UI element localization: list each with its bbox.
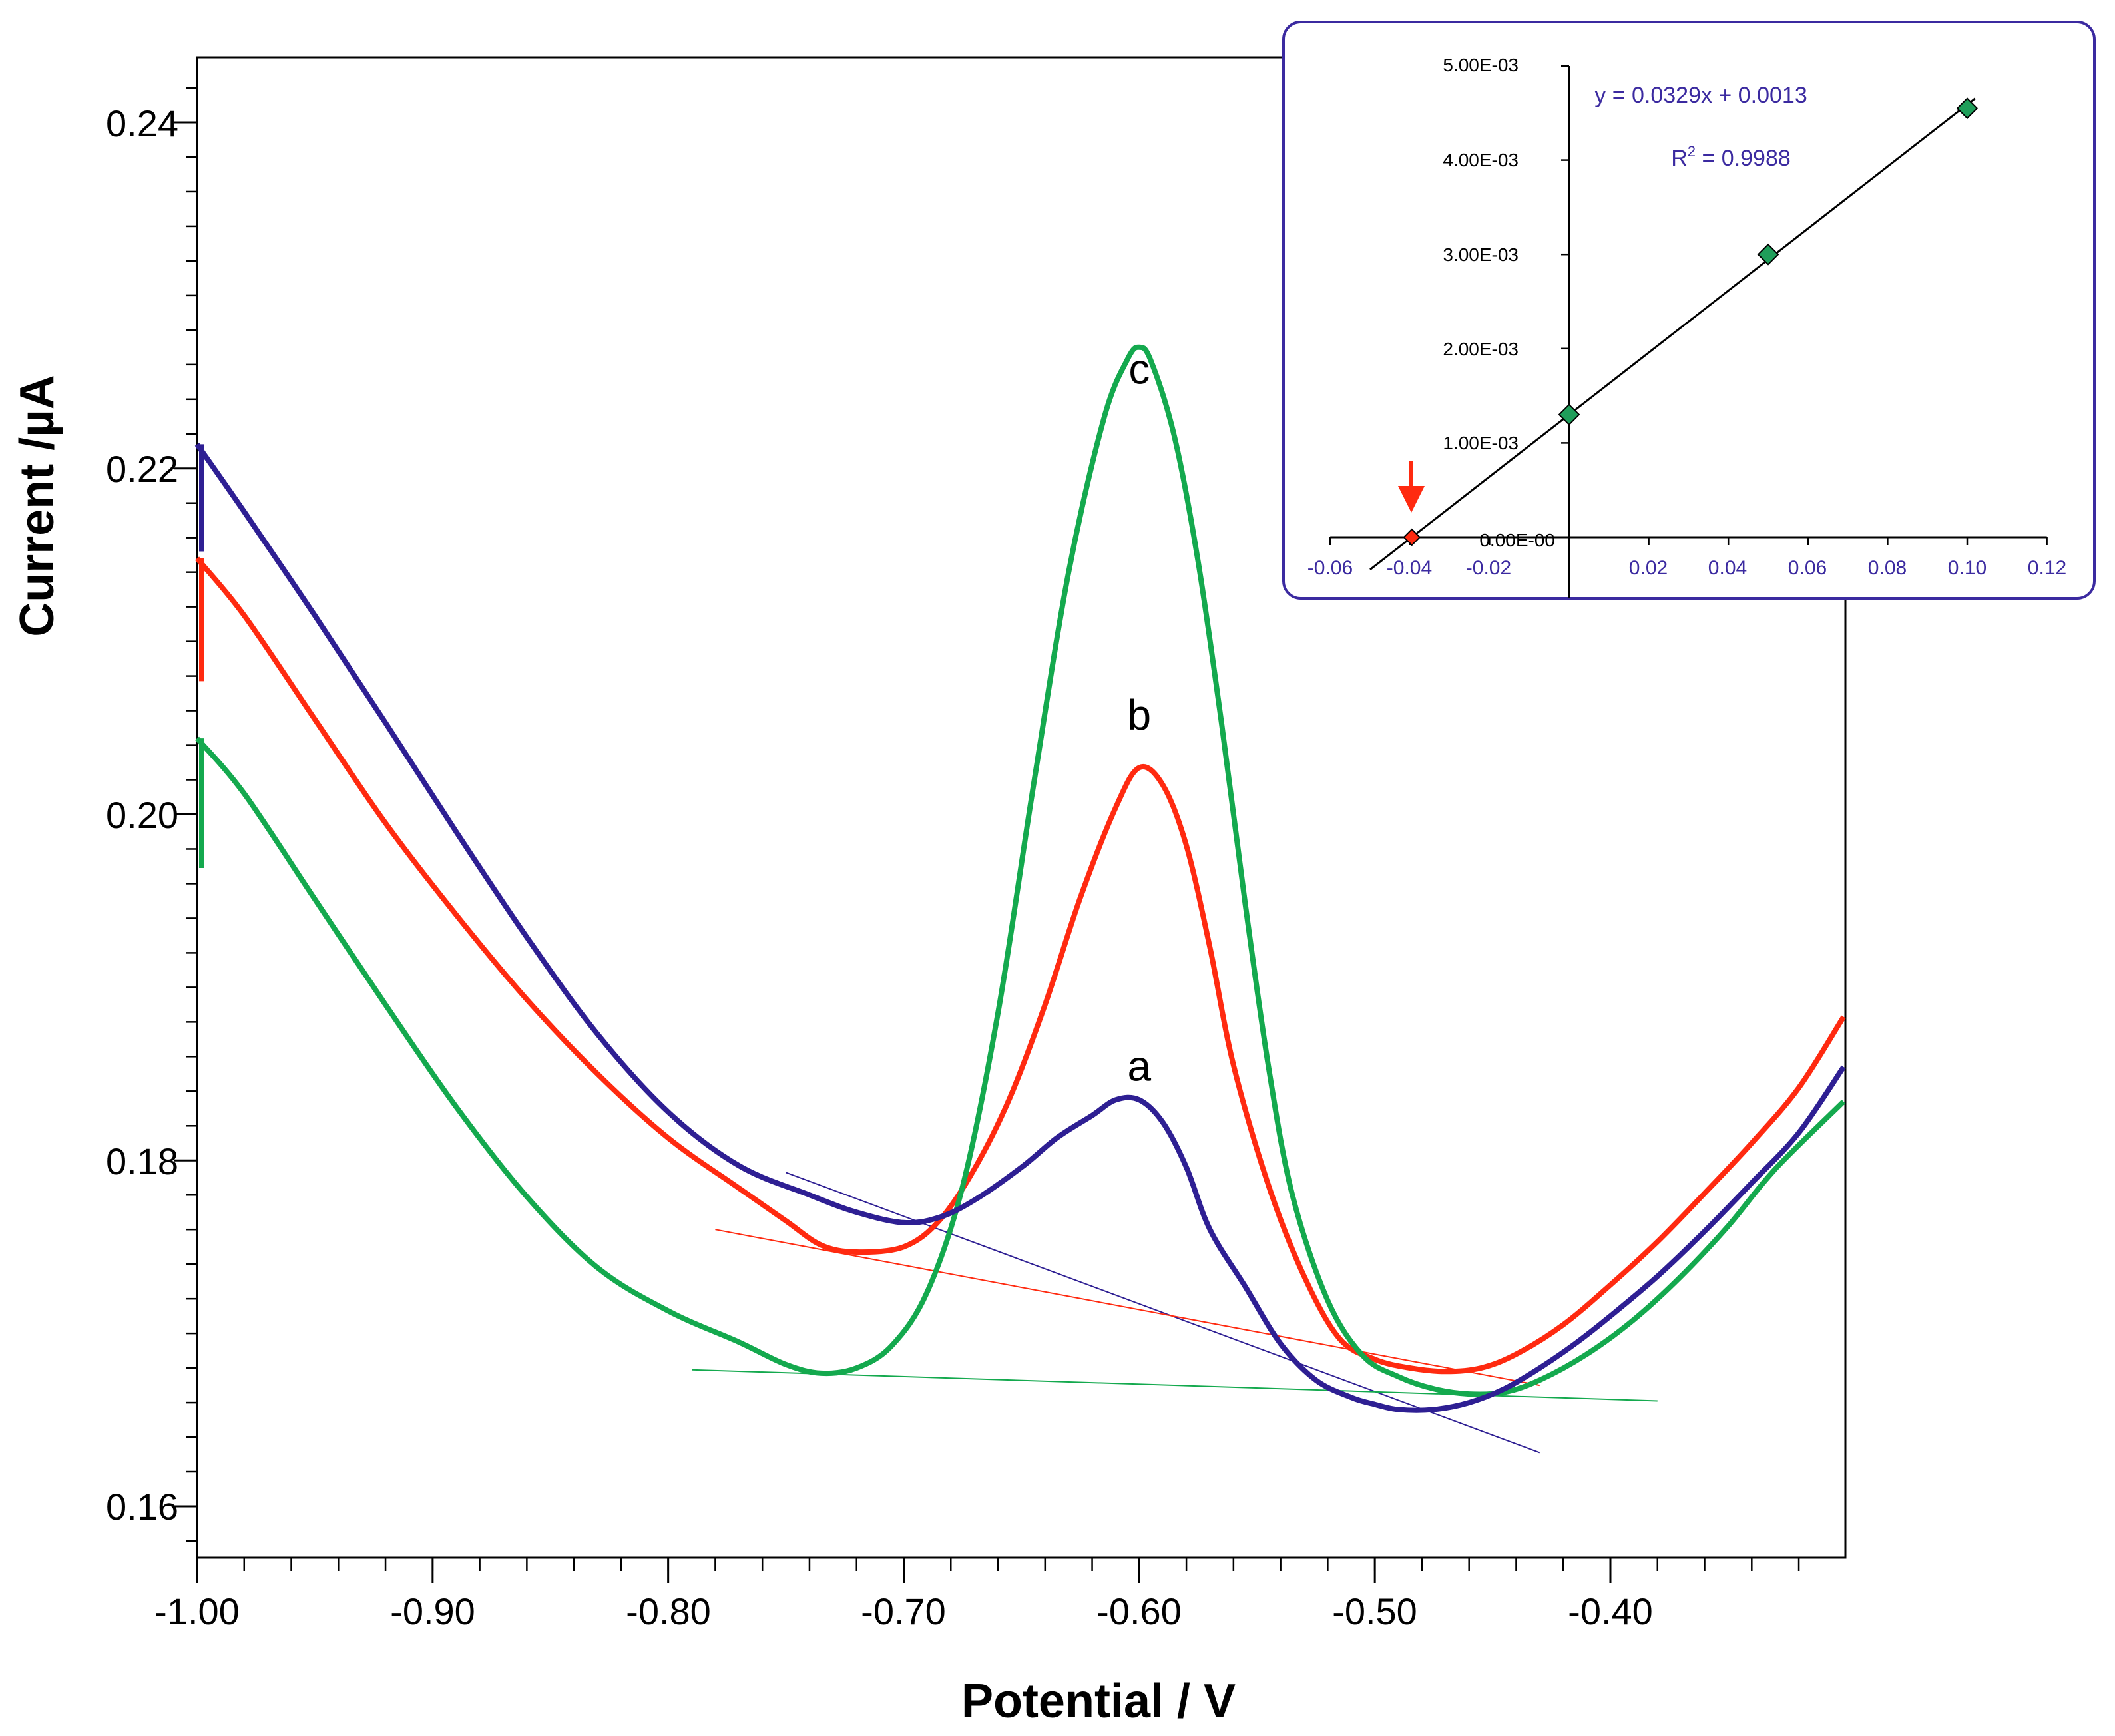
x-tick-label: -0.80: [626, 1590, 711, 1632]
inset-y-tick-label: 3.00E-03: [1443, 244, 1519, 265]
x-tick-label: -0.40: [1568, 1590, 1653, 1632]
y-tick-label: 0.18: [106, 1140, 178, 1182]
inset-panel: -0.06 -0.04 -0.02 0.02 0.04 0.06 0.08 0.…: [1282, 21, 2096, 600]
main-axis-ticks: [174, 87, 1800, 1583]
curve-label-b: b: [1128, 691, 1152, 739]
inset-y-tick-label: 5.00E-03: [1443, 55, 1519, 75]
inset-x-tick-label: 0.08: [1868, 557, 1907, 579]
baseline-a: [786, 1172, 1540, 1454]
inset-points: [1403, 97, 1979, 546]
inset-axes: [1329, 65, 2048, 599]
inset-extrapolated-point: [1403, 528, 1421, 546]
r-squared: R2 = 0.9988: [1671, 143, 1791, 171]
x-tick-label: -0.90: [390, 1590, 475, 1632]
x-tick-label: -0.60: [1096, 1590, 1182, 1632]
y-tick-label: 0.24: [106, 103, 178, 144]
inset-x-tick-label: -0.04: [1387, 557, 1432, 579]
inset-x-tick-label: 0.02: [1629, 557, 1668, 579]
plot-frame: [196, 56, 1847, 1559]
inset-y-tick-label: 2.00E-03: [1443, 339, 1519, 359]
fit-equation: y = 0.0329x + 0.0013: [1594, 83, 1807, 108]
inset-data-point: [1757, 243, 1779, 266]
curve-a: [194, 443, 1846, 1413]
x-tick-label: -0.70: [861, 1590, 946, 1632]
curve-c: [194, 344, 1846, 1397]
inset-frame: [1282, 21, 2096, 600]
x-tick-label: -0.50: [1332, 1590, 1417, 1632]
inset-x-tick-label: 0.04: [1708, 557, 1747, 579]
y-tick-label: 0.22: [106, 448, 178, 490]
extrapolation-arrow-icon: [1398, 461, 1425, 513]
voltammogram-curves: [194, 344, 1846, 1413]
baseline-b: [715, 1229, 1540, 1387]
r2-exponent: 2: [1688, 143, 1696, 160]
inset-y-tick-label: 0.00E-00: [1479, 530, 1555, 550]
r2-prefix: R: [1671, 146, 1688, 171]
y-tick-label: 0.20: [106, 794, 178, 836]
inset-fit-line: [1369, 97, 1976, 571]
inset-data-point: [1558, 403, 1580, 426]
x-tick-label: -1.00: [154, 1590, 240, 1632]
inset-y-tick-label: 4.00E-03: [1443, 150, 1519, 170]
x-axis-title: Potential / V: [961, 1675, 1236, 1728]
inset-x-tick-label: 0.10: [1948, 557, 1987, 579]
inset-y-tick-label: 1.00E-03: [1443, 433, 1519, 453]
inset-x-tick-label: -0.06: [1307, 557, 1353, 579]
y-axis-title: Current /µA: [11, 375, 64, 637]
inset-x-tick-label: 0.06: [1788, 557, 1827, 579]
inset-regression-line: [1369, 97, 1976, 571]
curve-b: [194, 556, 1846, 1375]
curve-label-c: c: [1128, 345, 1150, 393]
curve-label-a: a: [1128, 1042, 1152, 1090]
inset-x-tick-label: 0.12: [2028, 557, 2066, 579]
inset-x-tick-label: -0.02: [1466, 557, 1511, 579]
r2-value: = 0.9988: [1696, 146, 1791, 171]
inset-data-point: [1956, 97, 1979, 120]
y-tick-label: 0.16: [106, 1486, 178, 1528]
